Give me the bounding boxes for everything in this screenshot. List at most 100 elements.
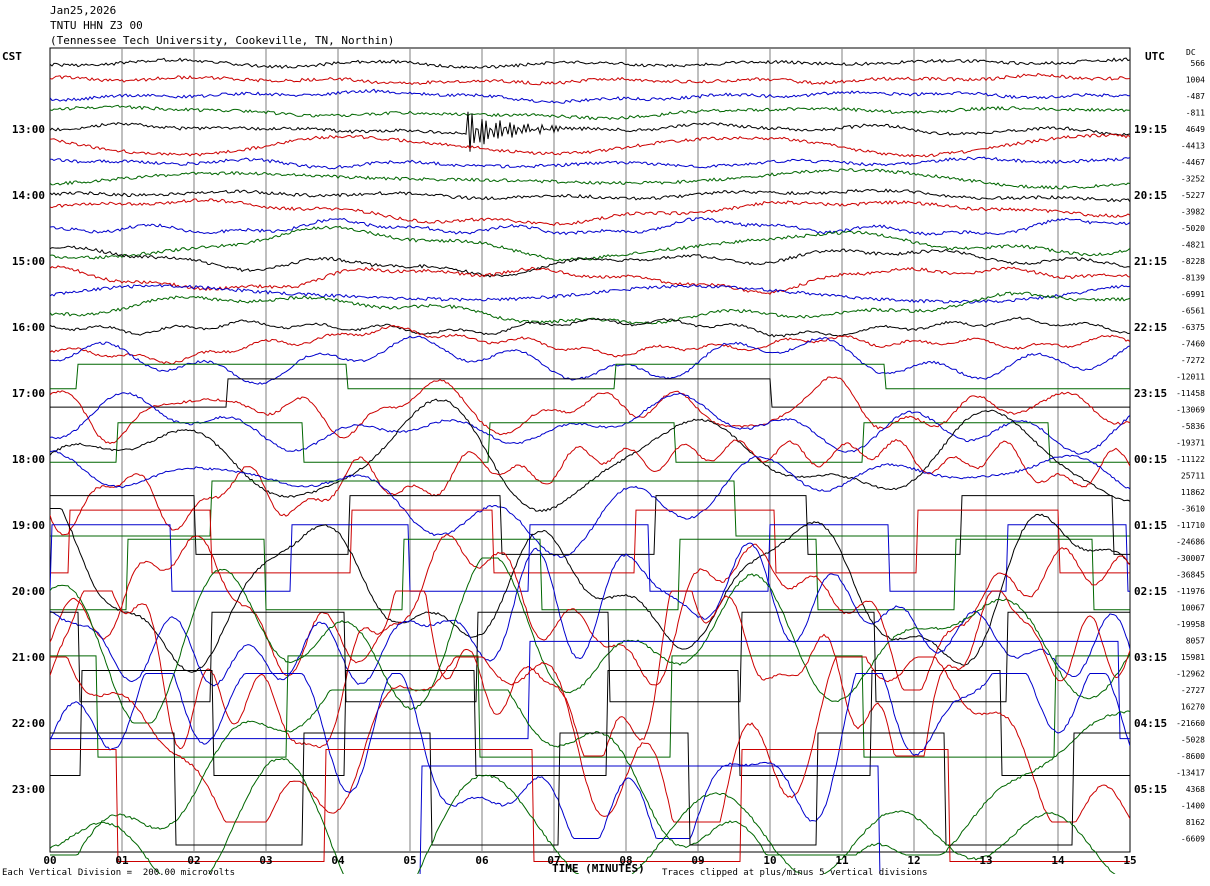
cst-hour-2300: 23:00: [12, 783, 45, 796]
cst-hour-2000: 20:00: [12, 585, 45, 598]
dc-offset-23: -19371: [1176, 439, 1205, 448]
trace-34: [50, 542, 1130, 687]
trace-5: [50, 133, 1130, 158]
dc-offset-40: -21660: [1176, 719, 1205, 728]
dc-offset-38: -2727: [1181, 686, 1205, 695]
division-note: Each Vertical Division = 200.00 microvol…: [2, 868, 235, 878]
x-tick-05: 05: [403, 854, 416, 867]
cst-hour-2100: 21:00: [12, 651, 45, 664]
utc-hour-0515: 05:15: [1134, 783, 1167, 796]
x-tick-01: 01: [115, 854, 129, 867]
dc-offset-1: 1004: [1186, 76, 1205, 85]
trace-19: [50, 363, 1130, 390]
dc-offset-29: -24686: [1176, 538, 1205, 547]
dc-offset-36: 15981: [1181, 653, 1205, 662]
dc-offset-45: -1400: [1181, 802, 1205, 811]
dc-offset-27: -3610: [1181, 505, 1205, 514]
dc-offset-42: -8600: [1181, 752, 1205, 761]
trace-33: [50, 534, 1130, 691]
dc-offset-21: -13069: [1176, 406, 1205, 415]
trace-38: [50, 640, 1130, 740]
cst-hour-1800: 18:00: [12, 453, 45, 466]
trace-39: [50, 655, 1130, 758]
dc-offset-8: -5227: [1181, 191, 1205, 200]
dc-offset-11: -4821: [1181, 241, 1205, 250]
time-grid: [49, 47, 1131, 853]
trace-24: [50, 398, 1130, 513]
utc-hour-0215: 02:15: [1134, 585, 1167, 598]
trace-35: [50, 557, 1130, 724]
trace-22: [50, 392, 1130, 455]
cst-hour-1600: 16:00: [12, 321, 45, 334]
utc-hour-labels: 19:15 20:15 21:15 22:15 23:15 00:15 01:15 02:15…: [1134, 123, 1167, 796]
trace-9: [50, 198, 1130, 227]
dc-offset-labels: 566 1004 -487 -811 4649 -4413 -4467 -3252 -5227 -…: [1176, 59, 1205, 844]
utc-hour-2015: 20:15: [1134, 189, 1167, 202]
trace-32: [50, 508, 1130, 673]
dc-offset-28: -11710: [1176, 521, 1205, 530]
trace-25: [50, 438, 1130, 536]
trace-44: [50, 732, 1130, 846]
trace-23: [50, 422, 1130, 463]
dc-offset-10: -5020: [1181, 224, 1205, 233]
trace-6: [50, 156, 1130, 170]
dc-offset-6: -4467: [1181, 158, 1205, 167]
header-date: Jan25,2026: [50, 4, 117, 17]
x-axis-title: TIME (MINUTES): [552, 862, 645, 875]
dc-offset-5: -4413: [1181, 142, 1205, 151]
trace-21: [50, 376, 1130, 445]
cst-hour-2200: 22:00: [12, 717, 45, 730]
trace-7: [50, 168, 1130, 190]
x-tick-11: 11: [835, 854, 849, 867]
utc-hour-1915: 19:15: [1134, 123, 1167, 136]
cst-hour-1300: 13:00: [12, 123, 45, 136]
dc-offset-30: -30007: [1176, 554, 1205, 563]
cst-hour-1900: 19:00: [12, 519, 45, 532]
trace-41: [50, 656, 1130, 823]
dc-offset-39: 16270: [1181, 703, 1205, 712]
utc-hour-0415: 04:15: [1134, 717, 1167, 730]
dc-offset-20: -11458: [1176, 389, 1205, 398]
trace-42: [50, 673, 1130, 839]
dc-offset-24: -11122: [1176, 455, 1205, 464]
dc-offset-16: -6375: [1181, 323, 1205, 332]
trace-12: [50, 245, 1130, 278]
trace-45: [50, 749, 1130, 862]
trace-26: [50, 450, 1130, 558]
header-station: TNTU HHN Z3 00: [50, 19, 143, 32]
seismic-traces: [50, 57, 1130, 874]
trace-46: [419, 765, 881, 874]
dc-offset-44: 4368: [1186, 785, 1205, 794]
dc-offset-4: 4649: [1186, 125, 1205, 134]
dc-offset-46: 8162: [1186, 818, 1205, 827]
trace-30: [50, 524, 1130, 592]
x-tick-15: 15: [1123, 854, 1136, 867]
dc-offset-37: -12962: [1176, 670, 1205, 679]
trace-29: [50, 509, 1130, 574]
x-tick-13: 13: [979, 854, 992, 867]
trace-43: [50, 689, 1130, 856]
x-tick-12: 12: [907, 854, 920, 867]
trace-36: [50, 611, 1130, 703]
dc-offset-19: -12011: [1176, 373, 1205, 382]
clip-note: Traces clipped at plus/minus 5 vertical …: [662, 868, 928, 878]
dc-offset-12: -8228: [1181, 257, 1205, 266]
dc-offset-32: -11976: [1176, 587, 1205, 596]
x-tick-10: 10: [763, 854, 776, 867]
trace-17: [50, 324, 1130, 365]
dc-offset-15: -6561: [1181, 307, 1205, 316]
trace-8: [50, 188, 1130, 203]
utc-hour-0015: 00:15: [1134, 453, 1167, 466]
x-tick-labels: 00 01 02 03 04 05 06 07 08 09 10 11 12 13 14 15: [43, 854, 1136, 867]
dc-offset-17: -7460: [1181, 340, 1205, 349]
trace-11: [50, 225, 1130, 262]
x-tick-07: 07: [547, 854, 560, 867]
dc-offset-0: 566: [1191, 59, 1206, 68]
dc-offset-47: -6609: [1181, 835, 1205, 844]
trace-2: [50, 88, 1130, 104]
trace-28: [50, 495, 1130, 555]
dc-offset-33: 10067: [1181, 604, 1205, 613]
cst-hour-1500: 15:00: [12, 255, 45, 268]
trace-37: [50, 590, 1130, 757]
utc-label: UTC: [1145, 50, 1165, 63]
